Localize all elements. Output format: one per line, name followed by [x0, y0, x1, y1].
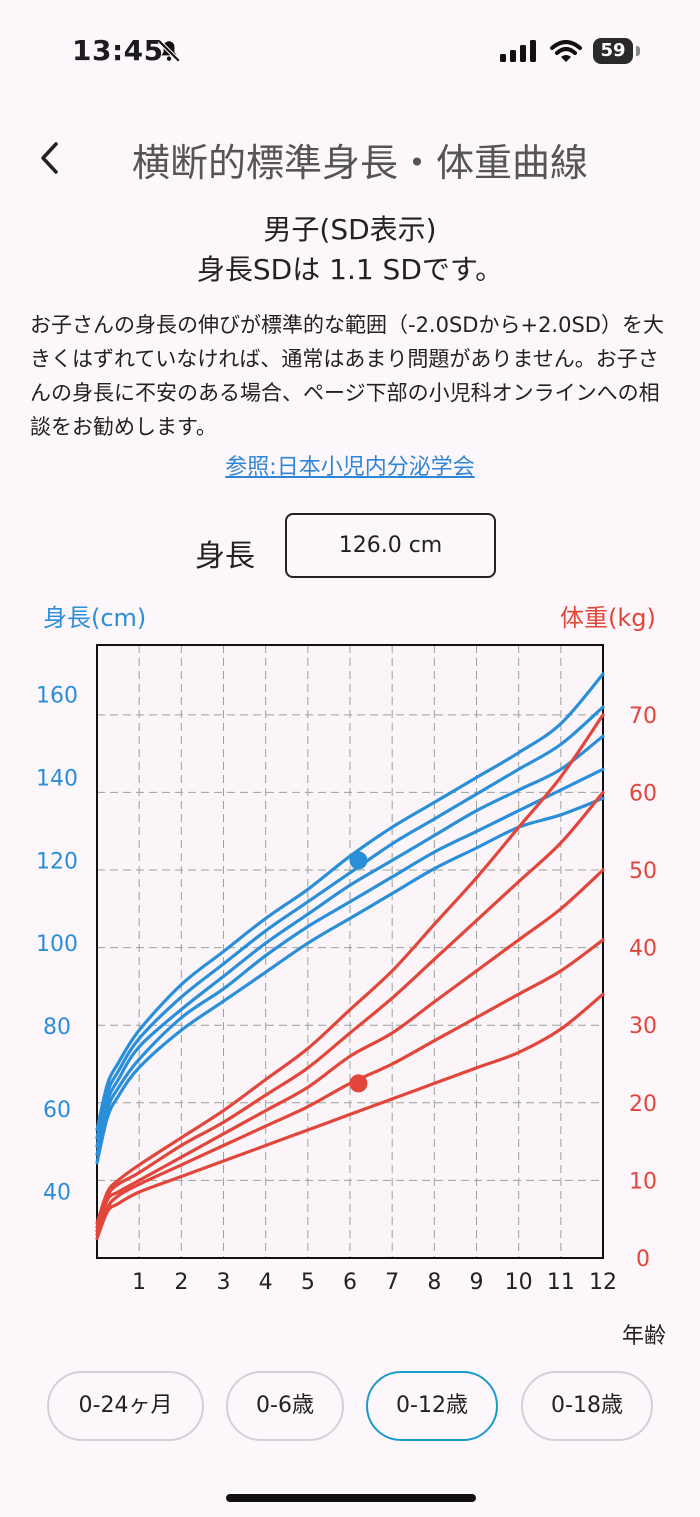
x-tick-label: 3: [217, 1270, 231, 1295]
description-text: お子さんの身長の伸びが標準的な範囲（-2.0SDから+2.0SD）を大きくはずれ…: [30, 313, 664, 439]
weight-data-point: [349, 1074, 368, 1093]
status-bar: 13:45 59: [0, 0, 700, 100]
weight-curve-3: [95, 938, 605, 1237]
height-tick-label: 80: [43, 1015, 71, 1040]
range-button-1[interactable]: 0-6歳: [226, 1371, 344, 1441]
height-tick-label: 100: [36, 932, 78, 957]
x-tick-label: 5: [301, 1270, 315, 1295]
age-axis-title: 年齢: [622, 1324, 667, 1349]
weight-curve-2: [95, 868, 605, 1233]
height-curve-1: [95, 705, 605, 1140]
x-tick-label: 8: [427, 1270, 441, 1295]
x-tick-label: 4: [259, 1270, 273, 1295]
x-tick-label: 11: [547, 1270, 575, 1295]
height-curve-3: [95, 767, 605, 1157]
height-data-point: [349, 851, 368, 870]
weight-tick-label: 0: [636, 1247, 650, 1272]
weight-tick-label: 60: [629, 781, 657, 806]
weight-curve-4: [95, 992, 605, 1241]
height-tick-label: 120: [36, 849, 78, 874]
weight-tick-label: 70: [629, 704, 657, 729]
weight-axis-title: 体重(kg): [560, 604, 656, 632]
x-tick-label: 1: [132, 1270, 146, 1295]
height-curve-4: [95, 796, 605, 1165]
battery-indicator: 59: [593, 38, 633, 64]
summary-gender-mode: 男子(SD表示): [263, 213, 437, 246]
summary: 男子(SD表示) 身長SDは 1.1 SDです。: [0, 210, 700, 290]
page-title: 横断的標準身長・体重曲線: [131, 141, 588, 185]
height-label: 身長: [195, 539, 255, 574]
status-time: 13:45: [72, 34, 164, 67]
signal-icon: [500, 40, 536, 62]
height-tick-label: 140: [36, 767, 78, 792]
height-tick-label: 40: [43, 1181, 71, 1206]
x-tick-label: 9: [470, 1270, 484, 1295]
weight-tick-label: 50: [629, 859, 657, 884]
plot-frame: [96, 644, 604, 1259]
range-button-0[interactable]: 0-24ヶ月: [47, 1371, 204, 1441]
home-indicator: [226, 1494, 476, 1502]
range-button-2[interactable]: 0-12歳: [366, 1371, 498, 1441]
reference-link[interactable]: 参照:日本小児内分泌学会: [225, 455, 475, 480]
height-tick-label: 60: [43, 1098, 71, 1123]
weight-tick-label: 40: [629, 937, 657, 962]
height-axis-title: 身長(cm): [43, 604, 147, 632]
weight-curve-0: [95, 713, 605, 1225]
x-tick-label: 12: [589, 1270, 617, 1295]
x-tick-label: 10: [505, 1270, 533, 1295]
wifi-icon: [550, 40, 582, 62]
summary-height-sd: 身長SDは 1.1 SDです。: [196, 253, 504, 286]
weight-tick-label: 20: [629, 1092, 657, 1117]
x-tick-label: 2: [174, 1270, 188, 1295]
height-tick-label: 160: [36, 684, 78, 709]
x-tick-label: 6: [343, 1270, 357, 1295]
x-tick-label: 7: [385, 1270, 399, 1295]
range-button-3[interactable]: 0-18歳: [521, 1371, 653, 1441]
battery-tip: [636, 46, 640, 56]
height-curve-0: [95, 672, 605, 1132]
back-chevron-icon[interactable]: [30, 136, 70, 180]
bell-off-icon: [157, 39, 181, 63]
height-input[interactable]: 126.0 cm: [285, 513, 496, 578]
weight-tick-label: 10: [629, 1169, 657, 1194]
growth-chart: 1 2 3 4 5 6 7 8 9 10 11 124060801001201401600102030…: [36, 644, 657, 1295]
weight-tick-label: 30: [629, 1014, 657, 1039]
weight-curve-1: [95, 790, 605, 1229]
height-curve-2: [95, 734, 605, 1148]
